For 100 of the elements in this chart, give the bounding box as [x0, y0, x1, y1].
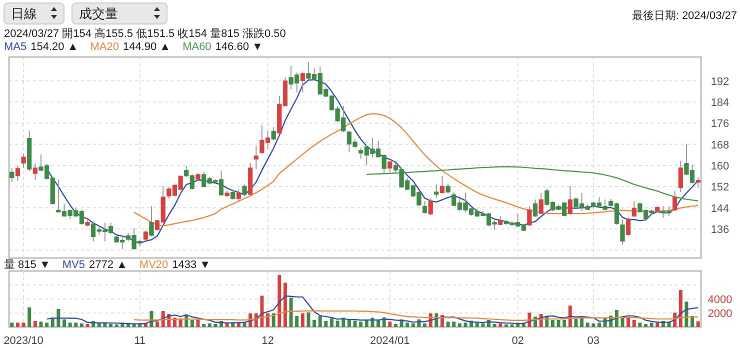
candlestick [254, 146, 258, 170]
bar [556, 320, 560, 327]
candlestick [388, 160, 392, 173]
bar [39, 322, 43, 327]
bar [510, 324, 514, 327]
bar [324, 320, 328, 327]
annotation: 1433 ▼ [172, 259, 211, 271]
bar [481, 323, 485, 327]
y-tick-label: 192 [710, 76, 730, 88]
bar [214, 324, 218, 327]
bar [632, 320, 636, 327]
y-tick-label: 152 [710, 182, 730, 194]
bar [318, 316, 322, 327]
candlestick [620, 219, 625, 246]
bar [16, 322, 20, 327]
candlestick [428, 198, 433, 216]
candlestick [32, 162, 38, 180]
candlestick [300, 72, 305, 93]
candlestick [21, 154, 26, 168]
candlestick [271, 126, 276, 141]
bar [278, 274, 282, 327]
bar [74, 322, 78, 327]
bar [62, 319, 66, 327]
bar [300, 313, 304, 327]
bar [492, 324, 496, 327]
candlestick [532, 199, 538, 218]
bar [312, 320, 316, 327]
candlestick [236, 189, 241, 203]
candlestick [568, 186, 572, 216]
bar [56, 309, 60, 327]
annotation: 量 815 ▼ [4, 259, 50, 271]
line-series [46, 295, 699, 324]
bar [574, 319, 578, 327]
y-tick-label: 184 [710, 96, 730, 109]
bar [295, 316, 299, 327]
candlestick [242, 184, 247, 197]
bar [272, 313, 276, 327]
bar [283, 282, 287, 327]
candlestick [527, 206, 532, 226]
text: MV20 [139, 259, 168, 271]
bar [411, 323, 415, 327]
x-tick-label: 2023/10 [4, 335, 44, 347]
y-tick-label: 176 [710, 118, 730, 130]
text: MA20 [90, 41, 119, 53]
bar [388, 322, 392, 327]
candlestick [15, 165, 20, 182]
bar [650, 322, 654, 327]
y-tick-label: 4000 [708, 294, 732, 306]
bar [406, 322, 410, 327]
candlestick [632, 200, 636, 218]
bar [696, 321, 700, 327]
bar [190, 320, 194, 327]
bar [109, 324, 113, 327]
line-series [133, 310, 699, 321]
candlestick [446, 183, 450, 194]
bar [586, 322, 590, 327]
bar [592, 323, 596, 327]
bar [458, 323, 462, 327]
bar [464, 322, 468, 327]
text: 146.60 ▼ [215, 41, 263, 53]
bar [644, 324, 648, 327]
bar [202, 324, 206, 327]
bar [68, 322, 72, 327]
candlestick [230, 189, 236, 200]
bar [359, 322, 363, 327]
bar [208, 323, 212, 327]
bar [626, 317, 630, 327]
candlestick [538, 192, 544, 215]
bar [242, 322, 246, 327]
text: MA60 [182, 41, 212, 53]
bar [504, 324, 508, 327]
bar [126, 324, 130, 327]
y-tick-label: 136 [710, 224, 730, 236]
y-tick-label: 144 [710, 202, 730, 215]
x-tick-label: 12 [262, 335, 274, 347]
bar [306, 312, 310, 327]
bar [28, 307, 32, 327]
x-tick-label: 2024/01 [370, 335, 410, 347]
bar [423, 323, 427, 327]
bar [10, 322, 14, 327]
bar [156, 322, 160, 327]
text: MV5 [62, 259, 85, 271]
text: 最後日期: 2024/03/27 [632, 10, 737, 22]
x-tick-label: 11 [134, 335, 146, 347]
bar [580, 318, 584, 327]
bar [330, 318, 334, 327]
bar [347, 320, 351, 327]
bar [97, 323, 101, 327]
candlestick [626, 217, 631, 236]
bar [597, 322, 601, 327]
bar [80, 323, 84, 327]
bar [336, 320, 340, 327]
candlestick [149, 206, 154, 237]
bar [33, 320, 37, 327]
candlestick [678, 160, 683, 193]
bar [364, 320, 368, 327]
x-tick-label: 02 [512, 335, 524, 347]
chart-subtitle: 2024/03/27 開154 高155.5 低151.5 收154 量815 漲跌0.50 [4, 27, 286, 40]
bar [289, 298, 293, 327]
text: 154.20 ▲ [30, 41, 78, 53]
